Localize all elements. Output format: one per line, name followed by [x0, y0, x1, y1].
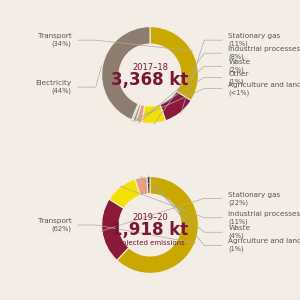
Text: (4%): (4%) — [228, 233, 244, 239]
Wedge shape — [109, 179, 140, 208]
Text: Transport: Transport — [38, 33, 72, 39]
Wedge shape — [135, 177, 148, 196]
Text: Industrial processes: Industrial processes — [228, 211, 300, 217]
Text: (11%): (11%) — [228, 218, 248, 225]
Text: 3,368 kt: 3,368 kt — [111, 71, 189, 89]
Text: (<1%): (<1%) — [228, 89, 250, 96]
Text: 1,918 kt: 1,918 kt — [111, 221, 189, 239]
Wedge shape — [117, 177, 198, 273]
Text: (44%): (44%) — [52, 88, 72, 94]
Wedge shape — [142, 104, 166, 123]
Text: (11%): (11%) — [228, 41, 248, 47]
Text: Transport: Transport — [38, 218, 72, 224]
Text: (2%): (2%) — [228, 67, 244, 74]
Wedge shape — [133, 104, 141, 121]
Text: (1%): (1%) — [228, 78, 244, 85]
Text: Other: Other — [228, 70, 249, 76]
Wedge shape — [150, 27, 198, 101]
Text: Waste: Waste — [228, 225, 250, 231]
Text: Industrial processes: Industrial processes — [228, 46, 300, 52]
Text: Agriculture and land use: Agriculture and land use — [228, 238, 300, 244]
Text: Agriculture and land use: Agriculture and land use — [228, 82, 300, 88]
Text: 2019–20: 2019–20 — [132, 213, 168, 222]
Text: 2017–18: 2017–18 — [132, 63, 168, 72]
Wedge shape — [147, 177, 150, 194]
Text: (1%): (1%) — [228, 246, 244, 252]
Text: (22%): (22%) — [228, 199, 248, 206]
Text: (34%): (34%) — [52, 41, 72, 47]
Text: Waste: Waste — [228, 59, 250, 65]
Text: projected emissions: projected emissions — [115, 240, 185, 246]
Text: (62%): (62%) — [52, 226, 72, 232]
Wedge shape — [160, 91, 191, 121]
Text: Electricity: Electricity — [35, 80, 72, 86]
Text: Stationary gas: Stationary gas — [228, 191, 280, 197]
Text: Stationary gas: Stationary gas — [228, 33, 280, 39]
Wedge shape — [132, 103, 139, 120]
Wedge shape — [136, 105, 145, 123]
Text: (8%): (8%) — [228, 54, 244, 60]
Wedge shape — [102, 27, 150, 120]
Wedge shape — [102, 199, 129, 260]
